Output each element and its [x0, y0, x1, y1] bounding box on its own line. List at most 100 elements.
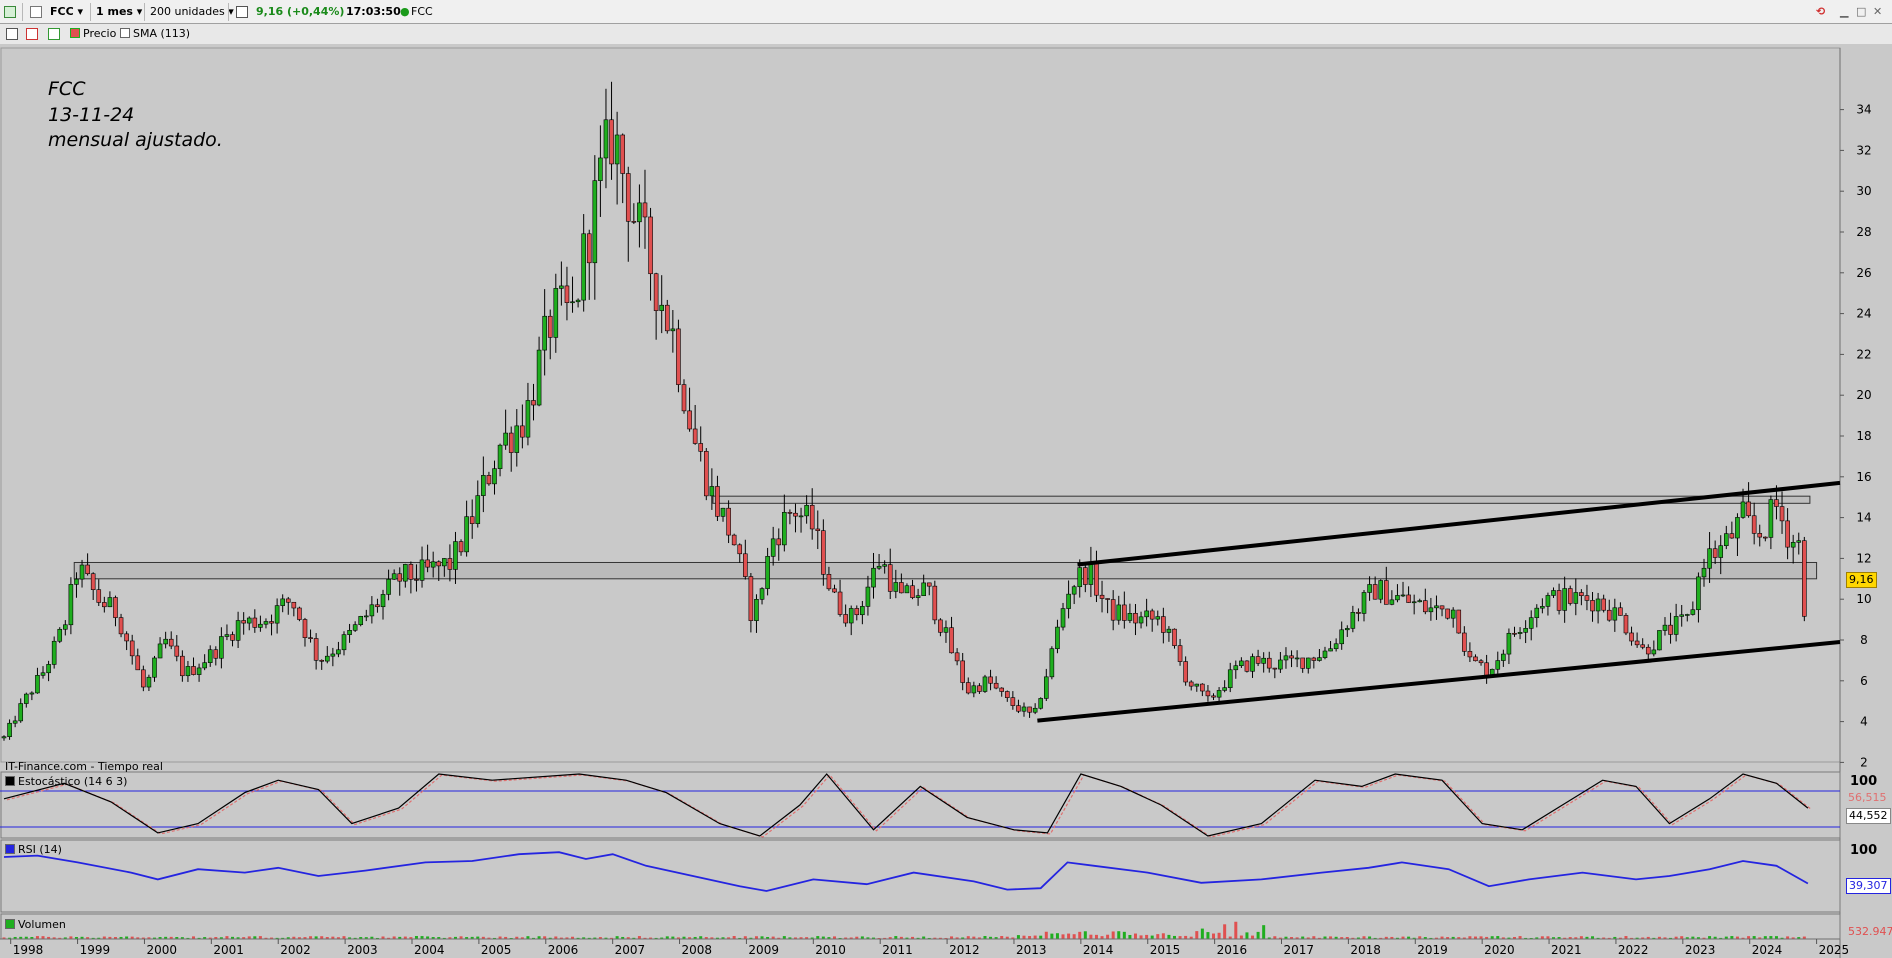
link-icon[interactable]	[30, 6, 42, 18]
candle-body	[542, 315, 547, 351]
volume-bar	[649, 937, 653, 939]
volume-bar	[476, 936, 480, 939]
volume-bar	[370, 936, 374, 939]
candle-body	[369, 604, 375, 617]
candle-body	[1696, 576, 1701, 611]
candle-body	[202, 662, 207, 669]
candle-body	[1790, 542, 1796, 548]
volume-label[interactable]: Volumen	[5, 918, 66, 931]
volume-bar	[1446, 937, 1450, 939]
candle-body	[536, 349, 542, 406]
volume-bar	[147, 937, 151, 939]
candle-body	[319, 659, 325, 662]
volume-bar	[682, 936, 686, 939]
candle-body	[185, 666, 191, 677]
volume-bar	[1050, 933, 1054, 939]
volume-bar	[699, 936, 703, 939]
x-tick-label: 2008	[682, 943, 713, 957]
remove-indicator-icon[interactable]	[26, 28, 38, 40]
volume-bar	[141, 937, 145, 939]
volume-bar	[1663, 937, 1667, 939]
volume-bar	[1641, 937, 1645, 939]
volume-bar	[437, 937, 441, 939]
volume-bar	[793, 937, 797, 939]
legend-price[interactable]: Precio	[70, 25, 116, 43]
volume-bar	[1786, 936, 1790, 939]
candle-body	[1629, 632, 1634, 642]
annotation-line-3: mensual ajustado.	[48, 129, 223, 151]
candle-body	[1138, 616, 1144, 624]
candle-body	[843, 614, 848, 624]
minimize-icon[interactable]: ▁	[1840, 5, 1849, 18]
chart-type-icon[interactable]	[4, 6, 16, 18]
volume-bar	[158, 937, 162, 939]
candle-body	[46, 664, 51, 674]
candle-body	[531, 400, 536, 406]
info-icon[interactable]	[236, 6, 248, 18]
volume-bar	[1395, 937, 1399, 939]
candle-body	[1032, 707, 1038, 713]
candle-body	[241, 620, 246, 624]
volume-bar	[1657, 936, 1661, 939]
add-indicator-icon[interactable]	[6, 28, 18, 40]
candle-body	[854, 608, 860, 616]
y-tick-label: 30	[1856, 184, 1871, 198]
candle-body	[146, 676, 152, 688]
volume-bar	[197, 937, 201, 939]
volume-bar	[80, 936, 84, 939]
volume-bar	[877, 937, 881, 939]
volume-bar	[598, 937, 602, 939]
symbol-dropdown[interactable]: FCC ▾	[50, 5, 84, 18]
layout-icon[interactable]	[48, 28, 60, 40]
candle-body	[1066, 593, 1071, 609]
candle-body	[720, 507, 726, 517]
volume-bar	[810, 937, 814, 939]
refresh-icon[interactable]: ⟲	[1816, 5, 1826, 18]
volume-bar	[1591, 936, 1595, 939]
volume-bar	[816, 936, 820, 939]
volume-bar	[136, 937, 140, 939]
volume-bar	[1111, 931, 1115, 939]
volume-bar	[520, 937, 524, 939]
volume-bar	[1479, 936, 1483, 939]
candle-body	[748, 576, 754, 621]
volume-bar	[1407, 936, 1411, 939]
volume-bar	[387, 937, 391, 939]
candle-body	[129, 640, 135, 657]
candle-body	[1528, 617, 1534, 629]
volume-bar	[1774, 936, 1778, 939]
candle-body	[586, 233, 592, 264]
volume-bar	[1000, 936, 1004, 939]
volume-bar	[777, 937, 781, 939]
candle-body	[1021, 706, 1027, 712]
candle-body	[1122, 604, 1127, 621]
x-tick-label: 2020	[1484, 943, 1515, 957]
candle-body	[926, 582, 932, 587]
candle-body	[1188, 681, 1194, 687]
period-dropdown[interactable]: 1 mes ▾	[96, 5, 143, 18]
candle-body	[1411, 601, 1417, 604]
candle-body	[1305, 657, 1311, 669]
candle-body	[1612, 607, 1618, 621]
candle-body	[1495, 660, 1501, 670]
volume-bar	[1685, 937, 1689, 939]
candle-body	[1562, 588, 1567, 611]
volume-bar	[492, 937, 496, 939]
maximize-icon[interactable]: □	[1856, 5, 1867, 18]
candle-body	[1116, 604, 1122, 621]
volume-bar	[844, 937, 848, 939]
units-dropdown[interactable]: 200 unidades ▾	[150, 5, 234, 18]
legend-sma[interactable]: SMA (113)	[120, 25, 190, 43]
volume-bar	[710, 937, 714, 939]
volume-bar	[1490, 936, 1494, 939]
rsi-label[interactable]: RSI (14)	[5, 843, 62, 856]
legend-toolbar: Precio SMA (113)	[0, 24, 1892, 44]
volume-bar	[1061, 934, 1065, 939]
candle-body	[1556, 590, 1562, 611]
close-icon[interactable]: ✕	[1873, 5, 1883, 18]
y-tick-label: 24	[1856, 307, 1871, 321]
candle-body	[754, 599, 759, 621]
volume-bar	[1691, 936, 1695, 939]
stoch-label[interactable]: Estocástico (14 6 3)	[5, 775, 127, 788]
